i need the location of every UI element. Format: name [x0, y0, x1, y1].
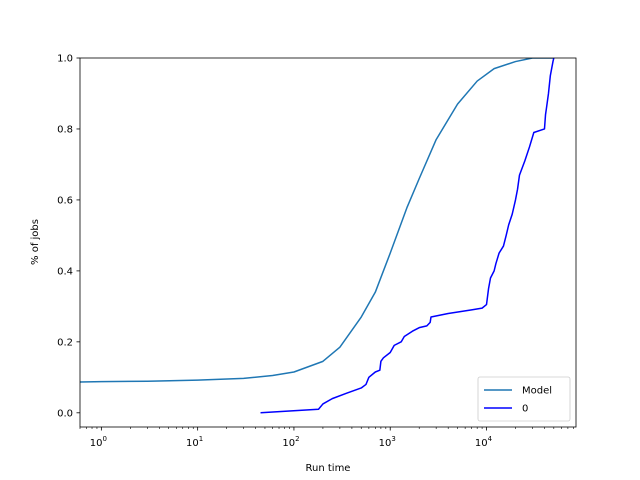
- x-tick-exponent: 4: [488, 435, 493, 443]
- axes-frame: [79, 57, 577, 428]
- series-layer: [80, 58, 555, 414]
- y-tick-label: 0.4: [57, 266, 73, 277]
- y-tick-label: 0.2: [57, 337, 73, 348]
- x-tick-label: 103: [379, 435, 396, 449]
- y-tick-label: 0.8: [57, 124, 73, 135]
- series-line-1: [260, 58, 555, 414]
- legend: Model 0: [477, 376, 571, 422]
- legend-label-0: Model: [522, 386, 552, 397]
- series-line-0: [80, 58, 554, 383]
- y-tick-label: 1.0: [57, 54, 73, 65]
- legend-box: [477, 376, 571, 422]
- y-tick-label: 0.0: [57, 408, 73, 419]
- x-tick-exponent: 3: [391, 435, 395, 443]
- x-tick-base: 10: [475, 438, 488, 449]
- x-tick-exponent: 0: [102, 435, 106, 443]
- x-tick-label: 104: [475, 435, 493, 449]
- x-tick-label: 102: [282, 435, 299, 449]
- x-axis-label: Run time: [306, 463, 351, 474]
- y-axis-label: % of jobs: [30, 219, 41, 265]
- x-tick-base: 10: [90, 438, 103, 449]
- x-tick-label: 100: [90, 435, 107, 449]
- x-tick-base: 10: [186, 438, 199, 449]
- x-tick-exponent: 2: [295, 435, 299, 443]
- x-tick-label: 101: [186, 435, 203, 449]
- x-tick-base: 10: [282, 438, 295, 449]
- legend-label-1: 0: [522, 404, 528, 415]
- y-tick-label: 0.6: [57, 195, 73, 206]
- x-tick-base: 10: [379, 438, 392, 449]
- x-tick-exponent: 1: [199, 435, 203, 443]
